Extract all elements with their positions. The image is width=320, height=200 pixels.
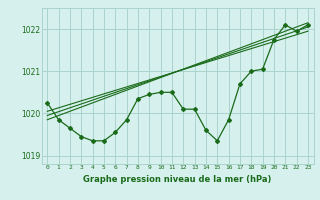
X-axis label: Graphe pression niveau de la mer (hPa): Graphe pression niveau de la mer (hPa): [84, 175, 272, 184]
